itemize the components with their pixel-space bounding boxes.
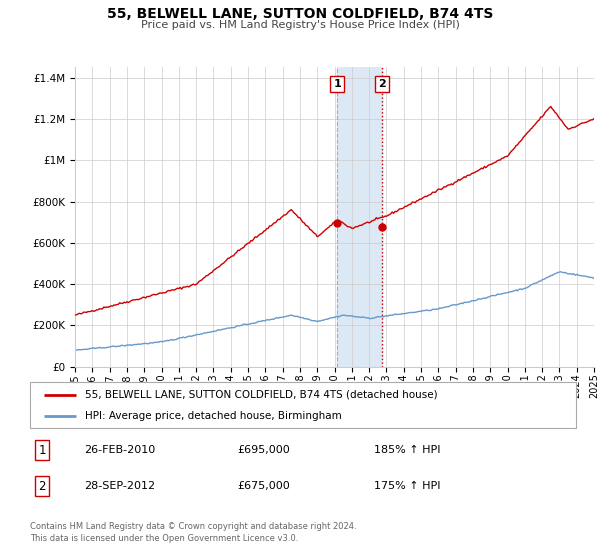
Text: £695,000: £695,000: [238, 445, 290, 455]
Text: 2: 2: [38, 480, 46, 493]
Text: 1: 1: [38, 444, 46, 456]
Text: Contains HM Land Registry data © Crown copyright and database right 2024.
This d: Contains HM Land Registry data © Crown c…: [30, 522, 356, 543]
Text: 55, BELWELL LANE, SUTTON COLDFIELD, B74 4TS: 55, BELWELL LANE, SUTTON COLDFIELD, B74 …: [107, 7, 493, 21]
Text: 28-SEP-2012: 28-SEP-2012: [85, 482, 156, 492]
Text: HPI: Average price, detached house, Birmingham: HPI: Average price, detached house, Birm…: [85, 411, 341, 421]
Text: 26-FEB-2010: 26-FEB-2010: [85, 445, 156, 455]
Text: 185% ↑ HPI: 185% ↑ HPI: [374, 445, 440, 455]
Text: Price paid vs. HM Land Registry's House Price Index (HPI): Price paid vs. HM Land Registry's House …: [140, 20, 460, 30]
Text: 1: 1: [333, 79, 341, 88]
Text: 2: 2: [378, 79, 386, 88]
Text: £675,000: £675,000: [238, 482, 290, 492]
FancyBboxPatch shape: [30, 382, 576, 428]
Text: 55, BELWELL LANE, SUTTON COLDFIELD, B74 4TS (detached house): 55, BELWELL LANE, SUTTON COLDFIELD, B74 …: [85, 390, 437, 400]
Bar: [337, 67, 382, 367]
Text: 175% ↑ HPI: 175% ↑ HPI: [374, 482, 440, 492]
